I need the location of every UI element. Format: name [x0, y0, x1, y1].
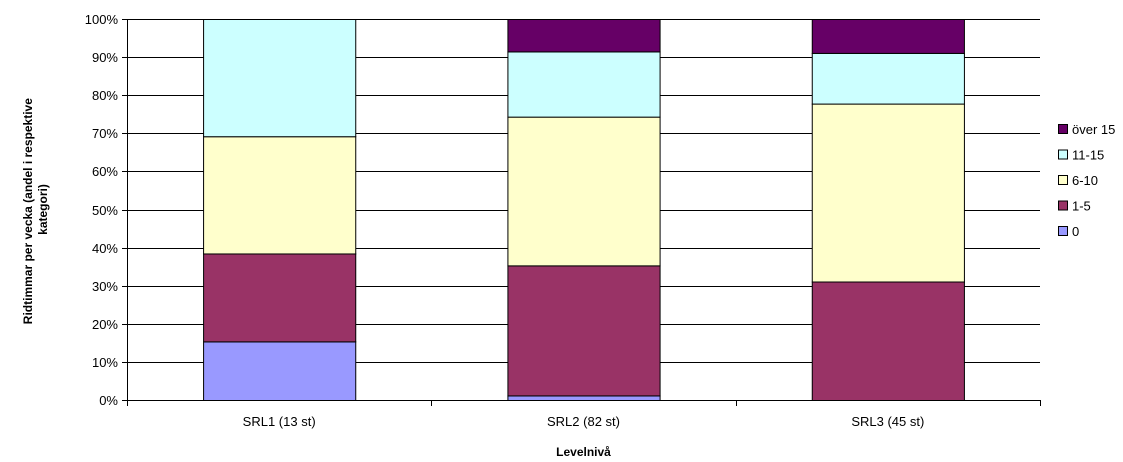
y-tick-label: 20% — [92, 317, 118, 332]
bar-segment — [811, 281, 965, 401]
y-tick-label: 0% — [99, 393, 118, 408]
y-axis-title: Ridtimmar per vecka (andel i respektive … — [21, 95, 50, 324]
bar-segment — [203, 253, 357, 343]
bar-segment — [811, 103, 965, 283]
x-tick-label: SRL2 (82 st) — [547, 414, 620, 429]
bar-segment — [507, 51, 661, 118]
x-axis-title: Levelnivå — [556, 445, 611, 457]
x-tick-label: SRL3 (45 st) — [851, 414, 924, 429]
axes: 0% 10% 20% 30% 40% 50% 60% 70% 80% 90% 100% SRL1 (1… — [85, 12, 1041, 429]
bar-segment — [203, 136, 357, 255]
y-tick-label: 60% — [92, 164, 118, 179]
y-tick-label: 100% — [85, 12, 119, 27]
y-tick-label: 90% — [92, 50, 118, 65]
legend: över 15 11-15 6-10 1-5 0 — [1058, 122, 1115, 239]
x-tick-label: SRL1 (13 st) — [243, 414, 316, 429]
y-tick-label: 70% — [92, 126, 118, 141]
bar-segment — [203, 341, 357, 401]
legend-label: 11-15 — [1072, 148, 1104, 163]
bar-segment — [203, 19, 357, 138]
bar-segment — [507, 116, 661, 267]
bar-segment — [811, 19, 965, 54]
y-axis-title-line-1: Ridtimmar per vecka (andel i respektive — [21, 98, 35, 324]
bar-segment — [811, 52, 965, 105]
y-tick-label: 40% — [92, 241, 118, 256]
legend-swatch — [1058, 226, 1068, 236]
legend-swatch — [1058, 149, 1068, 160]
bar-segment — [507, 19, 661, 53]
legend-label: över 15 — [1072, 122, 1115, 137]
legend-label: 0 — [1072, 224, 1079, 239]
bar-segment — [507, 265, 661, 397]
y-tick-label: 80% — [92, 88, 118, 103]
legend-swatch — [1058, 124, 1068, 134]
bars — [203, 19, 965, 402]
y-axis-title-line-2: kategori) — [36, 184, 50, 235]
y-tick-label: 30% — [92, 279, 118, 294]
bar-segment — [507, 395, 661, 402]
y-tick-label: 50% — [92, 203, 118, 218]
legend-swatch — [1058, 200, 1068, 211]
y-tick-label: 10% — [92, 355, 118, 370]
legend-swatch — [1058, 175, 1068, 185]
legend-label: 6-10 — [1072, 173, 1098, 188]
legend-label: 1-5 — [1072, 199, 1091, 214]
